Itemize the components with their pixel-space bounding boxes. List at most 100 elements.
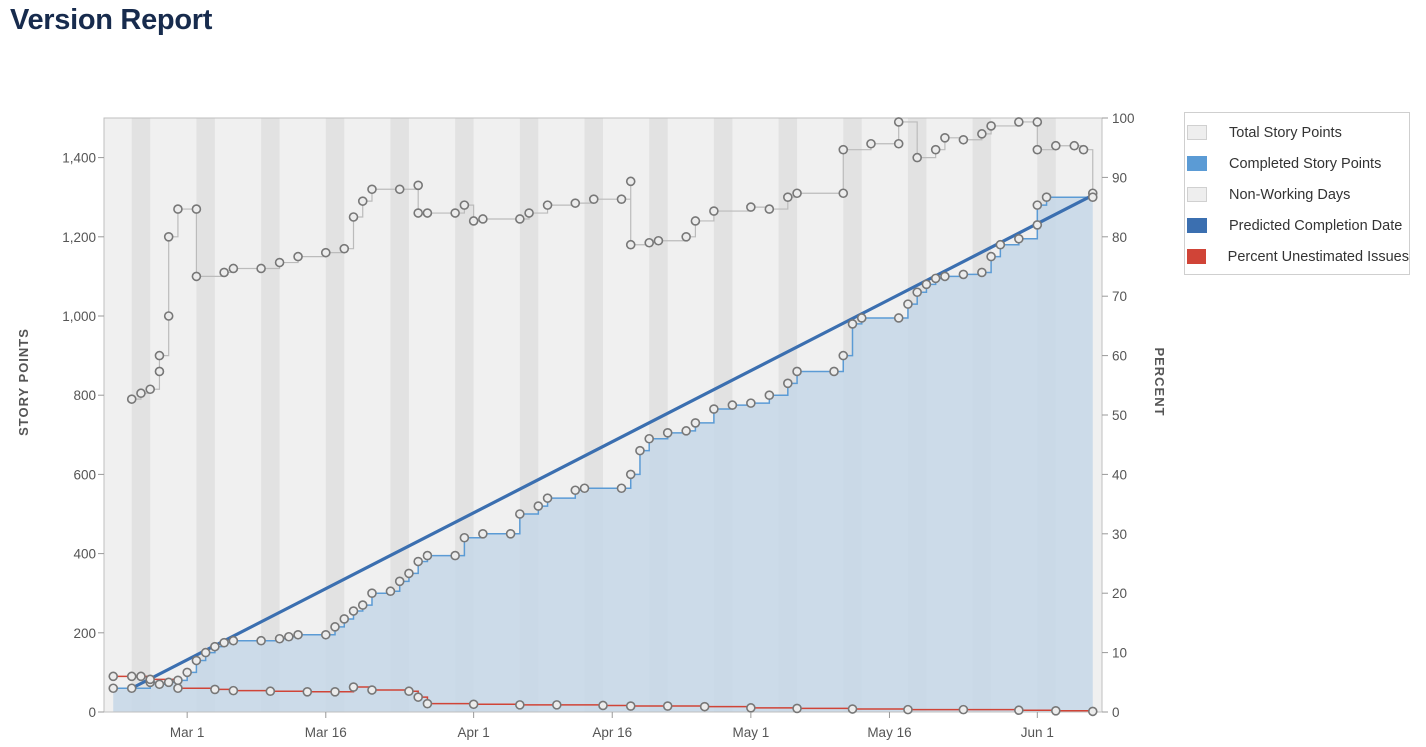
completed-story-points-point (163, 677, 174, 688)
y-tick-label: 1,200 (62, 230, 96, 245)
y2-tick-label: 80 (1112, 230, 1127, 245)
y-tick-label: 0 (88, 705, 96, 720)
total-story-points-point (256, 263, 266, 274)
y-axis-right: 0 10 20 30 40 50 60 70 80 90 100 (1102, 111, 1135, 720)
percent-unestimated-point (367, 685, 377, 695)
percent-unestimated-point (625, 701, 636, 711)
total-story-points-point (367, 184, 377, 195)
legend-swatch-completed-story-points (1187, 156, 1207, 171)
completed-story-points-point (284, 631, 294, 642)
completed-story-points-point (1087, 192, 1098, 202)
percent-unestimated-point (468, 699, 479, 710)
total-story-points-markers (126, 117, 1098, 404)
completed-story-points-point (320, 629, 331, 640)
x-tick-label: Mar 1 (170, 725, 205, 740)
total-story-points-point (163, 311, 174, 321)
percent-unestimated-point (173, 683, 183, 694)
percent-unestimated-point (265, 686, 276, 697)
total-story-points-point (293, 251, 303, 262)
percent-unestimated-point (662, 701, 673, 711)
completed-story-points-point (893, 313, 904, 323)
total-story-points-point (746, 202, 756, 212)
completed-story-points-point (856, 313, 867, 323)
completed-story-points-point (635, 445, 645, 456)
percent-unestimated-point (551, 700, 562, 710)
legend-item-non-working-days[interactable]: Non-Working Days (1185, 179, 1409, 210)
completed-story-points-point (542, 493, 553, 503)
total-story-points-point (154, 366, 165, 377)
y2-tick-label: 20 (1112, 586, 1127, 601)
completed-story-points-point (274, 633, 285, 644)
completed-story-points-point (1014, 233, 1024, 244)
total-story-points-point (339, 243, 350, 254)
total-story-points-point (413, 180, 423, 191)
completed-story-points-point (1041, 192, 1052, 202)
completed-story-points-point (200, 647, 211, 658)
total-story-points-point (764, 204, 775, 214)
percent-unestimated-point (302, 687, 313, 697)
total-story-points-point (524, 208, 534, 218)
completed-story-points-point (958, 269, 969, 280)
total-story-points-point (1069, 140, 1080, 151)
completed-story-points-point (764, 390, 775, 401)
legend-label-completed-story-points: Completed Story Points (1229, 155, 1382, 172)
x-axis: Mar 1 Mar 16 Apr 1 Apr 16 May 1 May 16 Jun 1 (170, 712, 1054, 740)
y2-tick-label: 70 (1112, 289, 1127, 304)
y2-tick-label: 50 (1112, 408, 1127, 423)
total-story-points-point (126, 394, 137, 404)
total-story-points-point (274, 257, 285, 268)
x-tick-label: Apr 1 (457, 725, 489, 740)
completed-story-points-point (662, 428, 673, 438)
completed-story-points-point (847, 319, 858, 329)
percent-unestimated-point (413, 692, 423, 702)
y2-axis-title: PERCENT (1152, 347, 1167, 416)
total-story-points-point (625, 239, 636, 250)
completed-story-points-point (330, 622, 340, 632)
percent-unestimated-point (1014, 705, 1024, 716)
legend-item-percent-unestimated-issues[interactable]: Percent Unestimated Issues (1185, 241, 1409, 272)
page-title: Version Report (10, 4, 213, 36)
completed-story-points-point (940, 271, 950, 282)
x-tick-label: Apr 16 (592, 725, 632, 740)
total-story-points-point (709, 206, 719, 216)
completed-story-points-point (413, 556, 423, 567)
completed-story-points-point (625, 469, 636, 480)
total-story-points-point (958, 134, 969, 145)
non-working-day-band (261, 118, 280, 712)
total-story-points-point (625, 176, 636, 187)
y2-tick-label: 0 (1112, 705, 1120, 720)
total-story-points-point (681, 232, 691, 242)
total-story-points-point (450, 208, 460, 218)
total-story-points-point (348, 212, 359, 222)
total-story-points-point (838, 144, 849, 155)
completed-story-points-point (394, 576, 405, 587)
legend-swatch-non-working-days (1187, 187, 1207, 202)
total-story-points-point (1078, 144, 1089, 155)
legend-item-total-story-points[interactable]: Total Story Points (1185, 117, 1409, 148)
total-story-points-point (1050, 140, 1061, 151)
percent-unestimated-point (903, 704, 913, 715)
legend-item-completed-story-points[interactable]: Completed Story Points (1185, 148, 1409, 179)
percent-unestimated-point (515, 700, 525, 710)
completed-story-points-point (986, 251, 996, 262)
total-story-points-point (570, 198, 581, 208)
percent-unestimated-point (958, 704, 969, 715)
percent-unestimated-point (136, 671, 146, 682)
legend-label-non-working-days: Non-Working Days (1229, 186, 1351, 203)
legend-item-predicted-completion-date[interactable]: Predicted Completion Date (1185, 210, 1409, 241)
completed-story-points-point (126, 683, 137, 694)
total-story-points-point (191, 271, 202, 282)
non-working-day-band (131, 118, 151, 712)
total-story-points-point (459, 200, 470, 210)
completed-story-points-point (505, 528, 516, 539)
completed-story-points-point (478, 528, 488, 539)
completed-story-points-point (903, 299, 913, 309)
completed-story-points-point (191, 655, 202, 666)
total-story-points-point (893, 138, 904, 149)
percent-unestimated-point (847, 704, 858, 714)
legend-swatch-percent-unestimated-issues (1187, 249, 1206, 264)
completed-story-points-point (219, 637, 229, 648)
completed-story-points-point (293, 629, 303, 640)
y-axis-left: 0 200 400 600 800 1,000 1,200 1,400 (62, 151, 104, 720)
